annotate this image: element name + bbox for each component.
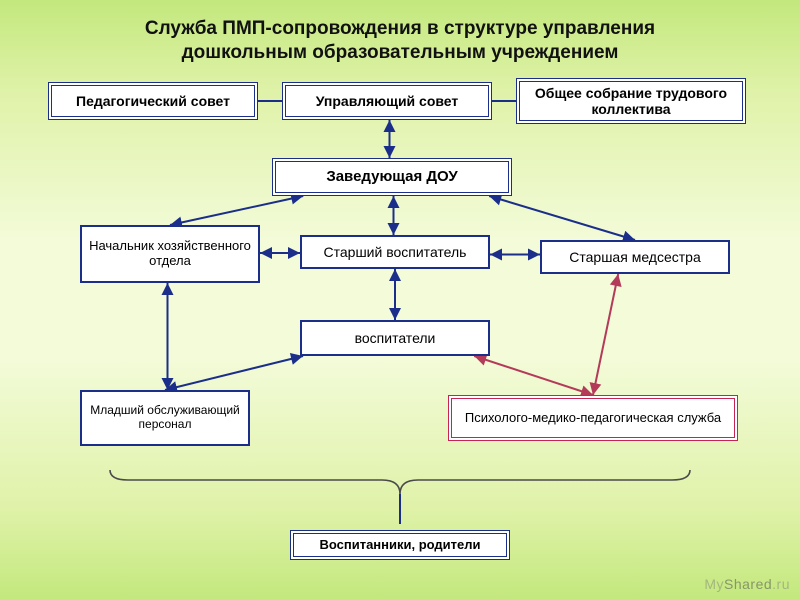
node-label: Старшая медсестра — [563, 247, 706, 267]
node-label: Заведующая ДОУ — [320, 166, 463, 187]
node-label: Психолого-медико-педагогическая служба — [459, 409, 727, 428]
page-title-line2: дошкольным образовательным учреждением — [0, 42, 800, 64]
node-label: Младший обслуживающий персонал — [82, 402, 248, 434]
node-label: Старший воспитатель — [318, 242, 473, 262]
node-pedsovet: Педагогический совет — [48, 82, 258, 120]
node-label: Начальник хозяйственного отдела — [82, 237, 258, 271]
node-mladper: Младший обслуживающий персонал — [80, 390, 250, 446]
node-hoz: Начальник хозяйственного отдела — [80, 225, 260, 283]
watermark: MyShared.ru — [704, 576, 790, 592]
node-label: Управляющий совет — [310, 91, 465, 111]
node-zaved: Заведующая ДОУ — [272, 158, 512, 196]
node-pmp: Психолого-медико-педагогическая служба — [448, 395, 738, 441]
node-starvosp: Старший воспитатель — [300, 235, 490, 269]
node-label: Воспитанники, родители — [313, 536, 486, 555]
page-title-line1: Служба ПМП-сопровождения в структуре упр… — [0, 18, 800, 40]
node-label: Общее собрание трудового коллектива — [520, 83, 742, 119]
node-label: воспитатели — [349, 328, 442, 348]
node-nurse: Старшая медсестра — [540, 240, 730, 274]
node-label: Педагогический совет — [70, 91, 236, 111]
node-upravsovet: Управляющий совет — [282, 82, 492, 120]
node-vosp: воспитатели — [300, 320, 490, 356]
node-sobranie: Общее собрание трудового коллектива — [516, 78, 746, 124]
node-parents: Воспитанники, родители — [290, 530, 510, 560]
